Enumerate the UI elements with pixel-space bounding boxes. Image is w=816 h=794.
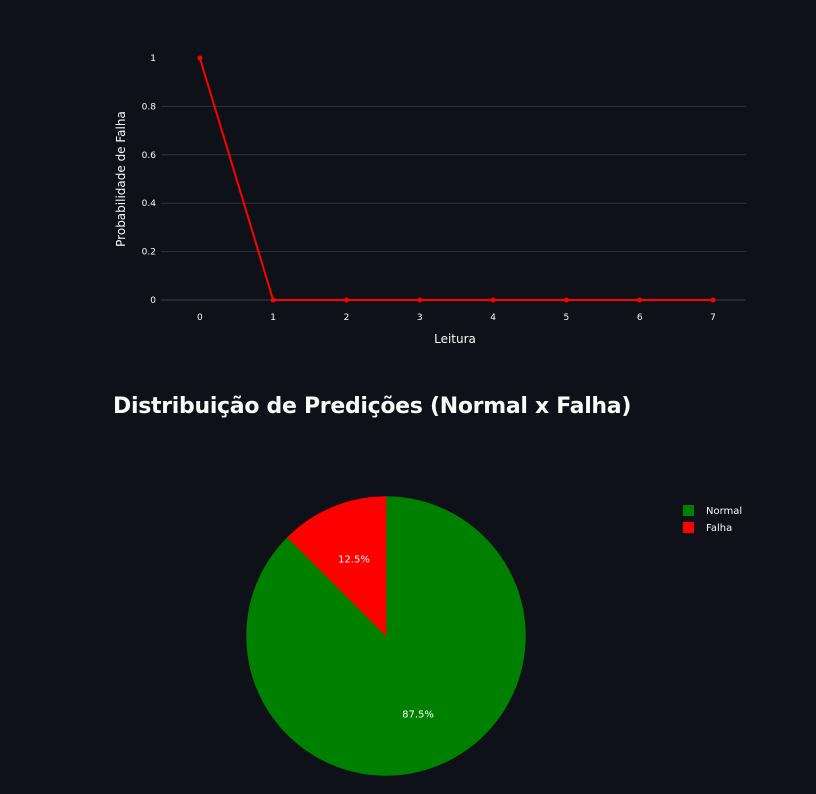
pie-chart-labels: 87.5% 12.5%: [338, 555, 434, 721]
series-point[interactable]: [490, 297, 496, 303]
pie-value-label: 87.5%: [402, 709, 434, 720]
series-point[interactable]: [197, 55, 203, 61]
pie-value-label: 12.5%: [338, 555, 370, 566]
line-chart-grid: [161, 105, 746, 301]
series-point[interactable]: [270, 297, 276, 303]
line-chart: 0 0.2 0.4 0.6 0.8 1 0 1 2 3 4 5 6 7 Leitura Probabil…: [114, 54, 746, 346]
series-point[interactable]: [563, 297, 569, 303]
series-line: [198, 57, 714, 301]
y-tick-label: 0.6: [142, 151, 157, 161]
pie-chart-slices: [246, 496, 526, 776]
pie-chart-title: Distribuição de Predições (Normal x Falh…: [113, 394, 632, 419]
line-chart-x-ticks: 0 1 2 3 4 5 6 7: [197, 313, 716, 323]
legend-swatch-normal[interactable]: [683, 505, 694, 516]
x-tick-label: 1: [270, 313, 276, 323]
pie-chart-legend: Normal Falha: [683, 505, 742, 534]
x-axis-title: Leitura: [434, 332, 476, 346]
y-tick-label: 0: [150, 296, 156, 306]
x-tick-label: 0: [197, 313, 203, 323]
y-axis-title: Probabilidade de Falha: [114, 111, 128, 247]
y-tick-label: 0.2: [142, 248, 156, 258]
y-tick-label: 0.8: [142, 102, 157, 112]
line-chart-y-ticks: 0 0.2 0.4 0.6 0.8 1: [142, 54, 157, 306]
y-tick-label: 0.4: [142, 199, 157, 209]
legend-swatch-falha[interactable]: [683, 522, 694, 533]
series-point[interactable]: [417, 297, 423, 303]
y-tick-label: 1: [150, 54, 156, 64]
x-tick-label: 5: [564, 313, 570, 323]
x-tick-label: 2: [344, 313, 350, 323]
pie-slice-falha[interactable]: [287, 496, 387, 637]
legend-label-normal[interactable]: Normal: [706, 506, 742, 517]
legend-label-falha[interactable]: Falha: [706, 523, 732, 534]
series-point[interactable]: [343, 297, 349, 303]
x-tick-label: 6: [637, 313, 643, 323]
pie-slice-normal[interactable]: [246, 496, 526, 776]
x-tick-label: 7: [710, 313, 716, 323]
series-point[interactable]: [637, 297, 643, 303]
series-point[interactable]: [710, 297, 716, 303]
x-tick-label: 4: [490, 313, 496, 323]
x-tick-label: 3: [417, 313, 423, 323]
line-chart-series: [197, 55, 716, 303]
